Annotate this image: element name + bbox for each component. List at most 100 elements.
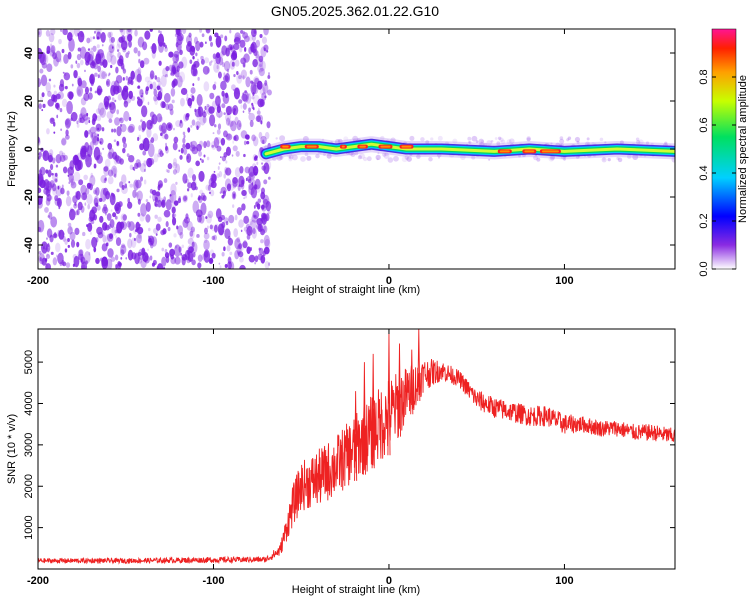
noise-speckle [172, 157, 177, 167]
noise-speckle [117, 262, 122, 267]
noise-speckle [212, 132, 215, 135]
halo-speckle [518, 154, 521, 158]
noise-speckle [52, 52, 57, 60]
noise-speckle [176, 75, 183, 88]
halo-speckle [574, 136, 581, 142]
noise-speckle [127, 50, 130, 55]
noise-speckle [157, 152, 161, 158]
noise-speckle [38, 151, 42, 158]
noise-speckle [267, 89, 272, 96]
noise-speckle [65, 195, 72, 207]
noise-speckle [161, 122, 167, 134]
noise-speckle [249, 246, 252, 251]
noise-speckle [155, 203, 159, 208]
noise-speckle [161, 201, 165, 206]
noise-speckle [43, 243, 46, 247]
noise-speckle [224, 228, 231, 240]
ridge-peak-core [359, 145, 366, 148]
noise-speckle [258, 55, 264, 63]
noise-speckle [132, 189, 137, 199]
noise-speckle [248, 107, 252, 113]
halo-speckle [366, 156, 372, 162]
noise-speckle [256, 203, 261, 210]
noise-speckle [61, 137, 67, 146]
noise-speckle [223, 72, 226, 77]
noise-speckle [95, 237, 99, 243]
noise-speckle [172, 169, 178, 175]
halo-speckle [420, 137, 425, 142]
noise-speckle [119, 123, 123, 127]
noise-speckle [145, 199, 149, 203]
noise-speckle [175, 163, 181, 174]
noise-speckle [85, 187, 90, 195]
noise-speckle [88, 251, 91, 256]
noise-speckle [141, 105, 148, 118]
noise-speckle [101, 71, 107, 80]
noise-speckle [170, 64, 177, 76]
noise-speckle [100, 175, 108, 184]
noise-speckle [92, 36, 96, 40]
halo-speckle [401, 156, 408, 163]
noise-speckle [125, 52, 129, 59]
snr-frame [37, 328, 676, 570]
noise-speckle [246, 234, 251, 240]
noise-speckle [62, 232, 65, 236]
noise-speckle [107, 176, 114, 185]
noise-speckle [263, 162, 270, 175]
noise-speckle [85, 60, 90, 66]
noise-speckle [223, 112, 226, 115]
noise-speckle [229, 183, 235, 191]
noise-speckle [261, 92, 267, 101]
colorbar-tick-label: 0.6 [698, 117, 710, 132]
halo-speckle [478, 138, 484, 145]
halo-speckle [632, 154, 639, 160]
noise-speckle [134, 29, 138, 37]
noise-speckle [136, 226, 144, 235]
noise-speckle [47, 169, 52, 178]
noise-speckle [183, 195, 187, 202]
noise-speckle [93, 132, 99, 138]
noise-speckle [56, 114, 59, 119]
noise-speckle [251, 104, 254, 110]
halo-speckle [393, 155, 399, 162]
noise-speckle [208, 35, 212, 42]
noise-speckle [170, 72, 173, 76]
snr-spike [410, 349, 414, 415]
noise-speckle [59, 58, 62, 63]
noise-speckle [94, 72, 98, 77]
noise-speckle [67, 51, 72, 60]
halo-speckle [566, 138, 570, 142]
noise-speckle [186, 188, 190, 192]
noise-speckle [127, 33, 133, 42]
noise-speckle [234, 35, 242, 44]
noise-speckle [242, 30, 246, 35]
noise-speckle [232, 140, 235, 144]
noise-speckle [80, 107, 87, 119]
noise-speckle [115, 66, 119, 74]
noise-speckle [264, 261, 270, 269]
noise-speckle [154, 214, 158, 219]
noise-speckle [224, 263, 228, 268]
noise-speckle [217, 166, 220, 170]
noise-speckle [157, 33, 165, 47]
noise-speckle [73, 69, 78, 79]
noise-speckle [112, 193, 115, 197]
noise-speckle [254, 255, 259, 263]
noise-speckle [207, 184, 212, 192]
spectrogram-x-label: Height of straight line (km) [292, 284, 420, 296]
noise-speckle [179, 231, 184, 239]
noise-speckle [121, 185, 128, 195]
noise-speckle [120, 40, 128, 51]
noise-speckle [55, 154, 62, 164]
noise-speckle [200, 55, 204, 61]
noise-speckle [213, 137, 220, 149]
noise-speckle [96, 136, 100, 142]
noise-speckle [64, 248, 68, 253]
noise-speckle [236, 73, 243, 84]
noise-speckle [243, 140, 247, 146]
snr-spike [417, 329, 421, 402]
noise-speckle [81, 264, 86, 269]
colorbar-tick-label: 0.0 [698, 261, 710, 276]
halo-speckle [337, 138, 343, 144]
noise-speckle [87, 203, 91, 210]
